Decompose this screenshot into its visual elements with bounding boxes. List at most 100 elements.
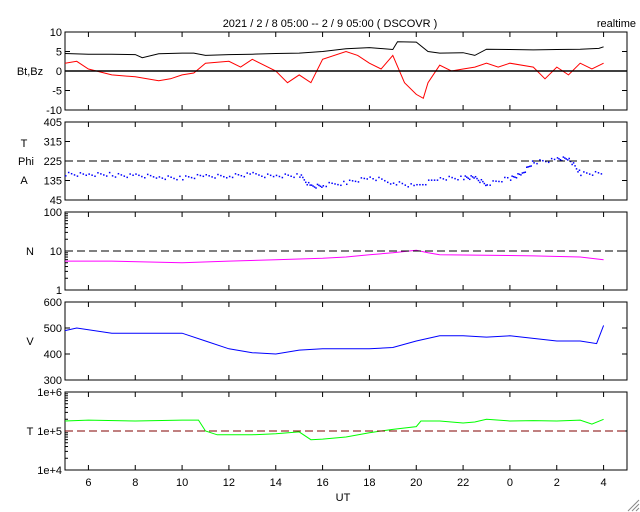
data-point-Phi — [521, 172, 524, 174]
data-point-Phi — [474, 175, 477, 178]
data-point-Phi — [325, 185, 328, 188]
data-point-Phi — [322, 185, 325, 187]
x-tick-label: 12 — [223, 477, 235, 489]
data-point-Phi — [479, 181, 481, 184]
data-point-Phi — [269, 174, 272, 177]
data-point-Phi — [111, 175, 114, 177]
data-point-Phi — [272, 175, 275, 178]
data-point-Phi — [173, 177, 175, 180]
data-point-Phi — [70, 172, 73, 175]
data-point-Phi — [591, 174, 594, 176]
data-point-Phi — [463, 178, 465, 181]
data-point-Phi — [511, 175, 513, 177]
data-point-Phi — [225, 177, 228, 179]
data-point-Phi — [293, 176, 295, 179]
data-point-Phi — [468, 178, 471, 181]
data-point-Phi — [504, 176, 506, 179]
y-tick-label: 1 — [56, 285, 62, 297]
data-point-Phi — [454, 177, 456, 180]
data-point-Phi — [214, 177, 216, 179]
data-point-Phi — [190, 176, 193, 179]
data-point-Phi — [199, 174, 202, 177]
data-point-Phi — [572, 162, 575, 164]
data-point-Phi — [334, 183, 336, 185]
data-point-Phi — [313, 186, 316, 188]
data-point-Phi — [305, 181, 307, 184]
data-point-Phi — [476, 177, 478, 180]
data-point-Phi — [445, 179, 448, 181]
data-point-Phi — [466, 176, 468, 178]
data-point-Phi — [471, 176, 474, 178]
data-point-Phi — [187, 176, 190, 178]
data-point-Phi — [67, 171, 70, 174]
data-point-Phi — [553, 158, 556, 161]
data-point-Phi — [76, 175, 79, 177]
data-point-Phi — [105, 175, 108, 177]
data-point-Phi — [312, 185, 314, 187]
data-point-Phi — [477, 179, 480, 182]
x-tick-label: 10 — [176, 477, 188, 489]
data-point-Phi — [514, 176, 516, 178]
data-point-Phi — [413, 184, 415, 187]
data-point-Phi — [580, 174, 582, 177]
y-axis-label: V — [26, 336, 34, 348]
data-point-Phi — [568, 157, 570, 160]
data-point-Phi — [492, 180, 494, 182]
panel-3: 300 400 500 600 V — [26, 297, 628, 387]
data-point-Phi — [85, 174, 87, 177]
data-point-Phi — [485, 184, 487, 187]
y-tick-label: 10 — [50, 27, 62, 39]
data-point-Phi — [433, 179, 436, 181]
data-point-Phi — [228, 175, 231, 178]
series-line-N — [65, 249, 604, 264]
y-tick-label: 500 — [44, 323, 62, 335]
data-point-Phi — [302, 176, 304, 179]
data-point-Phi — [583, 171, 585, 173]
data-point-Phi — [528, 165, 531, 168]
data-point-Phi — [252, 171, 254, 174]
x-tick-label: 4 — [601, 477, 607, 489]
data-point-Phi — [369, 176, 371, 178]
data-point-Phi — [343, 180, 345, 183]
data-point-Phi — [559, 158, 562, 161]
data-point-Phi — [205, 174, 207, 176]
data-point-Phi — [290, 175, 292, 178]
x-tick-label: 14 — [270, 477, 282, 489]
panel-0: -10 -5 0 5 10 Bt,Bz — [17, 27, 628, 117]
data-point-Phi — [103, 174, 105, 176]
data-point-Phi — [170, 176, 172, 178]
resize-grip-icon[interactable] — [627, 499, 640, 512]
data-point-Phi — [284, 173, 287, 175]
data-point-Phi — [524, 171, 527, 173]
data-point-Phi — [515, 177, 518, 179]
data-point-Phi — [319, 185, 322, 188]
data-point-Phi — [578, 169, 581, 172]
data-point-Phi — [149, 174, 152, 177]
data-point-Phi — [594, 170, 597, 173]
data-point-Phi — [360, 177, 363, 179]
data-point-Phi — [357, 181, 360, 183]
panel-1: 45 135 225 315 405 T Phi A — [18, 117, 628, 207]
data-point-Phi — [363, 177, 366, 180]
data-point-Phi — [401, 182, 404, 185]
data-point-Phi — [266, 173, 269, 175]
data-point-Phi — [526, 166, 528, 168]
data-point-Phi — [425, 183, 427, 186]
data-point-Phi — [588, 173, 591, 175]
data-point-Phi — [217, 173, 219, 176]
data-point-Phi — [246, 172, 248, 174]
data-point-Phi — [451, 176, 453, 179]
y-tick-label: 1e+6 — [37, 387, 62, 399]
x-tick-label: 16 — [316, 477, 328, 489]
data-point-Phi — [243, 175, 246, 178]
y-tick-label: 1e+5 — [37, 426, 62, 438]
data-point-Phi — [547, 161, 550, 164]
y-tick-label: -5 — [52, 86, 62, 98]
y-axis-label: T — [21, 138, 28, 150]
data-point-Phi — [574, 165, 576, 167]
data-point-Phi — [422, 183, 424, 186]
data-point-Phi — [545, 160, 547, 163]
x-axis-label: UT — [336, 492, 351, 504]
data-point-Phi — [141, 175, 143, 178]
y-tick-label: 45 — [50, 195, 62, 207]
